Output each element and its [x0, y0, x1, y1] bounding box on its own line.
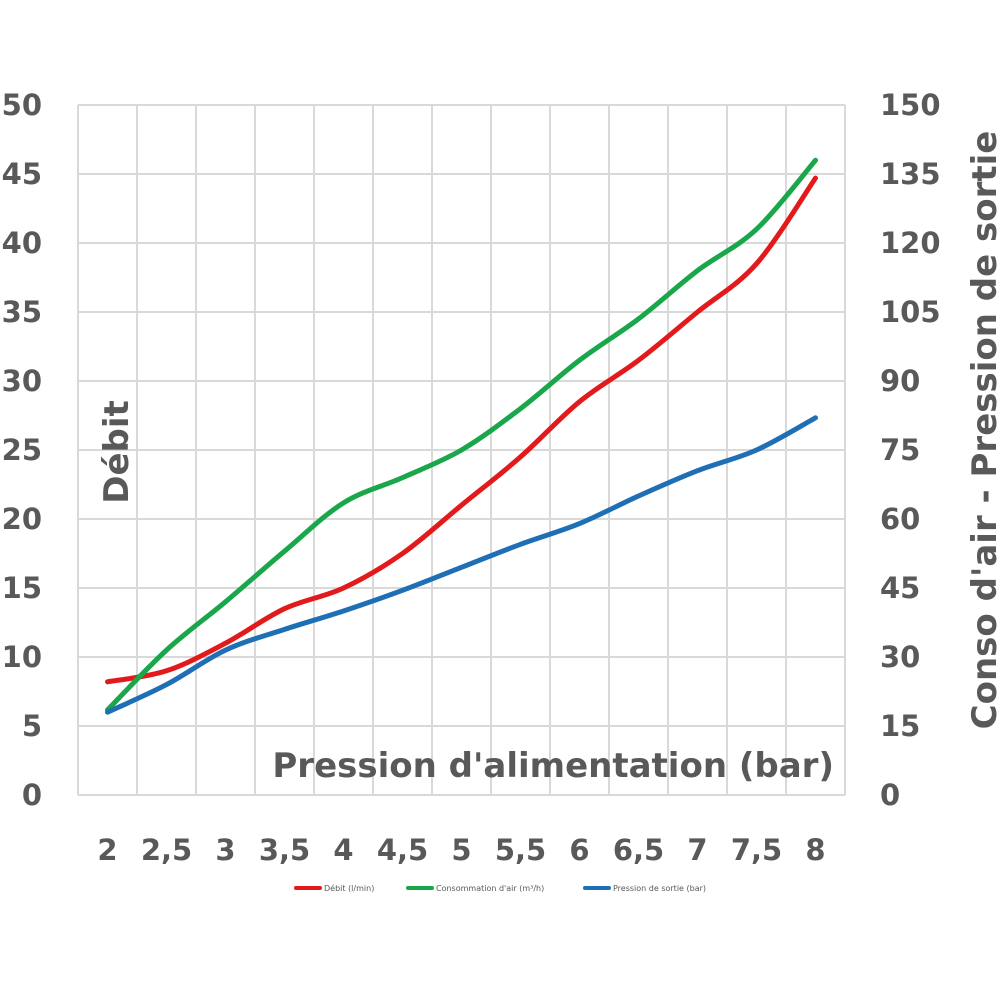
x-axis-title: Pression d'alimentation (bar) [272, 746, 834, 786]
y-tick-label-right: 105 [880, 295, 941, 329]
legend-label: Consommation d'air (m³/h) [436, 884, 544, 893]
y-ticks-left: 0 5 10 15 20 25 30 35 40 45 50 [2, 88, 42, 812]
x-tick-label: 6,5 [613, 833, 664, 867]
y-tick-label-right: 60 [880, 502, 920, 536]
y-tick-label-right: 15 [880, 709, 920, 743]
x-tick-label: 2 [97, 833, 117, 867]
y-tick-label-left: 50 [2, 88, 42, 122]
y-tick-label-right: 90 [880, 364, 920, 398]
y-tick-label-left: 10 [2, 640, 42, 674]
x-ticks: 2 2,5 3 3,5 4 4,5 5 5,5 6 6,5 7 7,5 8 [97, 833, 825, 867]
x-tick-label: 5,5 [495, 833, 546, 867]
x-tick-label: 5 [451, 833, 471, 867]
x-tick-label: 4 [333, 833, 353, 867]
y-tick-label-right: 150 [880, 88, 941, 122]
y-axis-left-title: Débit [97, 400, 137, 504]
y-tick-label-left: 5 [22, 709, 42, 743]
x-tick-label: 4,5 [377, 833, 428, 867]
x-tick-label: 7,5 [731, 833, 782, 867]
legend-label: Pression de sortie (bar) [613, 884, 706, 893]
x-tick-label: 7 [687, 833, 707, 867]
x-tick-label: 6 [569, 833, 589, 867]
y-tick-label-left: 35 [2, 295, 42, 329]
y-tick-label-left: 0 [22, 778, 42, 812]
y-tick-label-right: 75 [880, 433, 920, 467]
y-tick-label-left: 25 [2, 433, 42, 467]
legend-label: Débit (l/min) [324, 883, 374, 893]
y-axis-right-title: Conso d'air - Pression de sortie [965, 131, 1000, 730]
y-tick-label-right: 135 [880, 157, 941, 191]
y-tick-label-left: 15 [2, 571, 42, 605]
y-tick-label-left: 40 [2, 226, 42, 260]
x-tick-label: 3 [215, 833, 235, 867]
grid [77, 104, 846, 796]
x-tick-label: 3,5 [259, 833, 310, 867]
series-line-1 [105, 175, 818, 685]
series-lines [105, 157, 818, 715]
y-tick-label-right: 0 [880, 778, 900, 812]
y-tick-label-right: 120 [880, 226, 941, 260]
y-ticks-right: 0 15 30 45 60 75 90 105 120 135 150 [880, 88, 941, 812]
y-tick-label-left: 20 [2, 502, 42, 536]
series-line-2 [105, 157, 818, 713]
x-tick-label: 8 [805, 833, 825, 867]
y-tick-label-left: 45 [2, 157, 42, 191]
x-tick-label: 2,5 [141, 833, 192, 867]
series-line-3 [105, 415, 818, 715]
y-tick-label-right: 30 [880, 640, 920, 674]
y-tick-label-right: 45 [880, 571, 920, 605]
legend: Débit (l/min) Consommation d'air (m³/h) Pr… [294, 883, 706, 893]
y-tick-label-left: 30 [2, 364, 42, 398]
